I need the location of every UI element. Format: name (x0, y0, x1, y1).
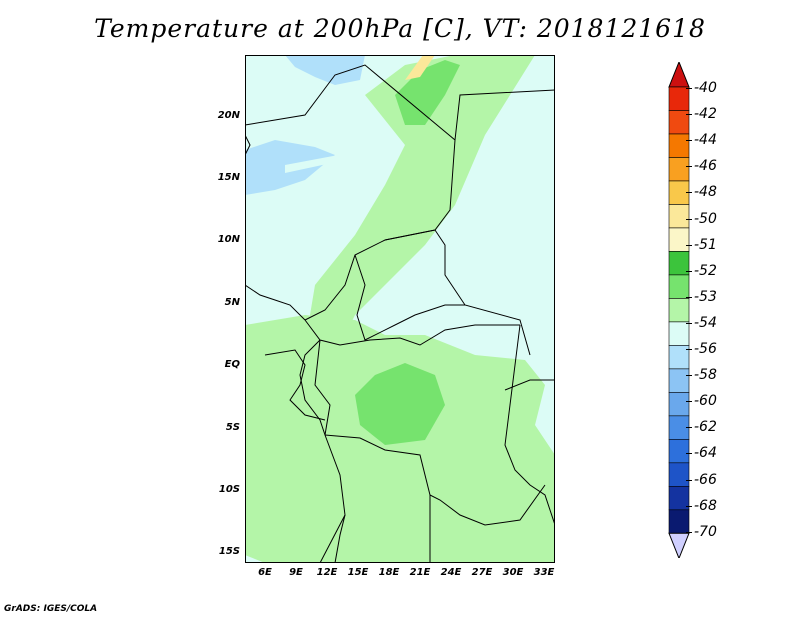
colorbar-swatch (668, 298, 690, 323)
lat-label-5s: 5S (225, 422, 240, 433)
lat-label-5n: 5N (224, 297, 240, 308)
lat-label-15n: 15N (217, 172, 240, 183)
colorbar-tick (686, 296, 692, 298)
lat-label-20n: 20N (217, 110, 240, 121)
colorbar-tick (686, 166, 692, 168)
lon-label-6e: 6E (258, 567, 272, 578)
colorbar-label: -54 (694, 314, 717, 331)
colorbar-label: -50 (694, 210, 717, 227)
colorbar-tick (686, 531, 692, 533)
colorbar-label: -52 (694, 262, 717, 279)
cold-streak (285, 150, 365, 173)
colorbar-label: -40 (694, 80, 717, 96)
colorbar-swatch (668, 392, 690, 417)
colorbar-label: -56 (694, 341, 717, 357)
colorbar-swatch (668, 509, 690, 534)
colorbar-swatch (668, 439, 690, 464)
colorbar-swatch (668, 133, 690, 158)
warmest-streak (405, 55, 435, 80)
lon-label-30e: 30E (502, 567, 524, 578)
colorbar-swatch (668, 368, 690, 393)
cold-region-north (285, 55, 365, 85)
colorbar-swatch (668, 462, 690, 487)
colorbar-tick (686, 114, 692, 116)
warm-band-north (305, 55, 535, 355)
colorbar-label: -58 (694, 367, 717, 384)
colorbar-tick (686, 140, 692, 142)
lon-label-12e: 12E (316, 567, 338, 578)
warmer-patch-ne (395, 60, 460, 125)
colorbar-label: -68 (694, 497, 717, 514)
colorbar-label: -60 (694, 393, 717, 410)
colorbar-label: -44 (694, 132, 717, 149)
colorbar-swatch (668, 204, 690, 229)
colorbar-label: -51 (694, 236, 717, 253)
colorbar-tick (686, 244, 692, 246)
colorbar-swatch (668, 321, 690, 346)
lon-label-27e: 27E (471, 567, 493, 578)
lon-label-33e: 33E (533, 567, 555, 578)
lon-label-18e: 18E (378, 567, 400, 578)
colorbar-tick (686, 349, 692, 350)
color-bar (668, 62, 690, 558)
colorbar-label: -64 (694, 445, 717, 462)
colorbar-swatch (668, 86, 690, 111)
map-title: Temperature at 200hPa [C], VT: 201812161… (94, 14, 706, 43)
coastline (245, 284, 346, 563)
colorbar-swatch (668, 274, 690, 299)
colorbar-tick (686, 218, 692, 220)
colorbar-label: -66 (694, 471, 717, 488)
colorbar-label: -48 (694, 184, 717, 201)
lat-label-10s: 10S (218, 484, 240, 495)
lat-label-eq: EQ (224, 359, 240, 370)
warmer-patch-center (355, 363, 445, 445)
colorbar-tick (686, 401, 692, 403)
lon-label-9e: 9E (289, 567, 303, 578)
grads-credit: GrADS: IGES/COLA (4, 604, 98, 614)
colorbar-tick (686, 427, 692, 429)
lat-label-10n: 10N (217, 234, 240, 245)
colorbar-tick (686, 453, 692, 455)
map-frame (245, 55, 555, 563)
colorbar-tick (686, 322, 692, 324)
colorbar-tick (686, 270, 692, 272)
colorbar-swatch (668, 227, 690, 252)
colorbar-label: -70 (694, 523, 717, 540)
colorbar-top-arrow (668, 62, 690, 88)
lon-label-21e: 21E (409, 567, 431, 578)
colorbar-swatch (668, 157, 690, 182)
temperature-map (245, 55, 555, 563)
country-borders (245, 64, 555, 563)
colorbar-label: -53 (694, 288, 717, 305)
lon-label-24e: 24E (440, 567, 462, 578)
colorbar-tick (686, 479, 692, 481)
lat-label-15s: 15S (218, 546, 240, 557)
colorbar-tick (686, 192, 692, 194)
colorbar-bottom-arrow (668, 532, 690, 558)
colorbar-tick (686, 88, 692, 89)
colorbar-label: -62 (694, 419, 717, 436)
colorbar-label: -46 (694, 158, 717, 175)
colorbar-label: -42 (694, 106, 717, 123)
colorbar-tick (686, 505, 692, 507)
lon-label-15e: 15E (347, 567, 369, 578)
colorbar-tick (686, 375, 692, 377)
